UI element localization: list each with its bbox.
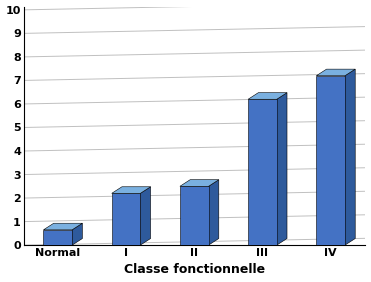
- Polygon shape: [140, 187, 151, 245]
- Polygon shape: [72, 223, 82, 245]
- Polygon shape: [248, 99, 277, 245]
- Polygon shape: [345, 69, 355, 245]
- Polygon shape: [316, 69, 355, 76]
- Polygon shape: [43, 223, 82, 230]
- Polygon shape: [248, 93, 287, 99]
- Polygon shape: [180, 186, 209, 245]
- Polygon shape: [43, 230, 72, 245]
- Polygon shape: [112, 187, 151, 193]
- Polygon shape: [180, 180, 219, 186]
- Polygon shape: [316, 76, 345, 245]
- Polygon shape: [209, 180, 219, 245]
- Polygon shape: [112, 193, 140, 245]
- X-axis label: Classe fonctionnelle: Classe fonctionnelle: [124, 263, 265, 276]
- Polygon shape: [277, 93, 287, 245]
